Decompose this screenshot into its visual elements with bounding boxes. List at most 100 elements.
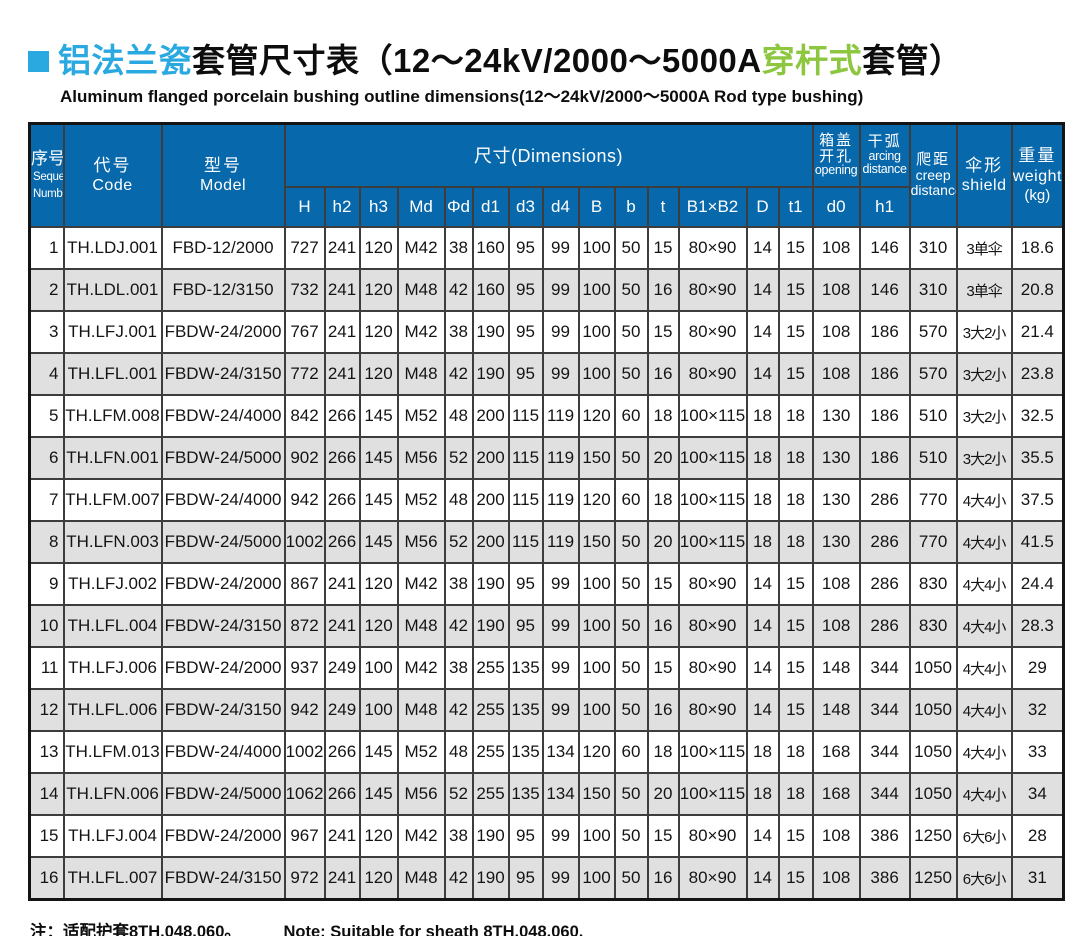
cell-t1: 18 bbox=[777, 772, 814, 817]
cell-d4: 99 bbox=[541, 310, 580, 355]
cell-d1: 190 bbox=[471, 604, 510, 649]
cell-D: 18 bbox=[745, 394, 780, 439]
title-cn-blue: 铝法兰瓷 bbox=[58, 42, 192, 79]
cell-d1: 200 bbox=[471, 520, 510, 565]
cell-h3: 145 bbox=[358, 436, 399, 481]
cell-B: 100 bbox=[577, 310, 616, 355]
cell-h1: 344 bbox=[858, 772, 911, 817]
col-header-weight-cn: 重量 bbox=[1018, 146, 1057, 166]
cell-B1xB2: 80×90 bbox=[677, 268, 748, 313]
cell-Md: M56 bbox=[396, 520, 446, 565]
cell-seq: 2 bbox=[28, 268, 65, 313]
cell-B1xB2: 80×90 bbox=[677, 310, 748, 355]
cell-t: 18 bbox=[646, 730, 680, 775]
cell-d3: 135 bbox=[507, 688, 544, 733]
cell-weight: 32.5 bbox=[1010, 394, 1065, 439]
cell-h2: 241 bbox=[323, 352, 361, 397]
cell-d0: 108 bbox=[811, 562, 861, 607]
cell-B: 150 bbox=[577, 520, 616, 565]
cell-B1xB2: 80×90 bbox=[677, 352, 748, 397]
cell-creep: 1050 bbox=[908, 730, 958, 775]
cell-t: 15 bbox=[646, 226, 680, 271]
col-header-d1: d1 bbox=[471, 186, 510, 229]
cell-Phid: 48 bbox=[443, 478, 474, 523]
col-header-creep-cn: 爬距 bbox=[916, 151, 951, 169]
cell-seq: 1 bbox=[28, 226, 65, 271]
cell-creep: 510 bbox=[908, 394, 958, 439]
cell-b: 60 bbox=[613, 478, 649, 523]
cell-B1xB2: 80×90 bbox=[677, 646, 748, 691]
cell-shield: 6大6小 bbox=[955, 814, 1013, 859]
cell-t: 16 bbox=[646, 352, 680, 397]
cell-weight: 33 bbox=[1010, 730, 1065, 775]
cell-creep: 570 bbox=[908, 352, 958, 397]
col-header-shield: 伞形 shield bbox=[955, 122, 1013, 229]
cell-B1xB2: 80×90 bbox=[677, 604, 748, 649]
col-header-code-en: Code bbox=[92, 177, 133, 195]
cell-model: FBDW-24/2000 bbox=[160, 562, 286, 607]
col-header-dimensions: 尺寸(Dimensions) bbox=[283, 122, 814, 189]
cell-d1: 200 bbox=[471, 394, 510, 439]
cell-Phid: 38 bbox=[443, 646, 474, 691]
cell-h2: 241 bbox=[323, 310, 361, 355]
cell-D: 14 bbox=[745, 310, 780, 355]
cell-d0: 108 bbox=[811, 310, 861, 355]
title-cn-black1: 套管尺寸表（12～24kV/2000～5000A bbox=[192, 42, 762, 79]
cell-d3: 115 bbox=[507, 394, 544, 439]
col-header-creep: 爬距 creep distance bbox=[908, 122, 958, 229]
cell-h1: 344 bbox=[858, 688, 911, 733]
col-header-weight-en: weight bbox=[1012, 167, 1062, 185]
cell-d0: 168 bbox=[811, 772, 861, 817]
cell-h2: 241 bbox=[323, 856, 361, 901]
title-bullet-icon bbox=[28, 50, 49, 72]
cell-d1: 255 bbox=[471, 688, 510, 733]
cell-t1: 15 bbox=[777, 562, 814, 607]
cell-d3: 95 bbox=[507, 226, 544, 271]
cell-h3: 145 bbox=[358, 520, 399, 565]
cell-d4: 99 bbox=[541, 352, 580, 397]
cell-model: FBDW-24/4000 bbox=[160, 478, 286, 523]
page-subtitle: Aluminum flanged porcelain bushing outli… bbox=[60, 86, 864, 106]
cell-d3: 95 bbox=[507, 814, 544, 859]
col-header-D: D bbox=[745, 186, 780, 229]
table-row: 5 TH.LFM.008 FBDW-24/4000 842 266 145 M52 48 200… bbox=[28, 394, 1065, 439]
cell-code: TH.LFN.001 bbox=[62, 436, 163, 481]
cell-h3: 120 bbox=[358, 310, 399, 355]
cell-shield: 4大4小 bbox=[955, 730, 1013, 775]
cell-code: TH.LFL.001 bbox=[62, 352, 163, 397]
cell-d1: 255 bbox=[471, 646, 510, 691]
cell-b: 50 bbox=[613, 604, 649, 649]
col-header-code-cn: 代号 bbox=[93, 156, 132, 176]
cell-t: 15 bbox=[646, 310, 680, 355]
col-header-weight-unit: (kg) bbox=[1024, 186, 1051, 204]
col-header-h2: h2 bbox=[323, 186, 361, 229]
cell-shield: 4大4小 bbox=[955, 688, 1013, 733]
cell-B1xB2: 80×90 bbox=[677, 688, 748, 733]
cell-Phid: 42 bbox=[443, 604, 474, 649]
cell-d1: 255 bbox=[471, 730, 510, 775]
title-cn-black2: 套管） bbox=[862, 42, 963, 79]
cell-t1: 18 bbox=[777, 436, 814, 481]
cell-Phid: 52 bbox=[443, 772, 474, 817]
cell-d0: 130 bbox=[811, 394, 861, 439]
cell-model: FBDW-24/2000 bbox=[160, 646, 286, 691]
cell-weight: 24.4 bbox=[1010, 562, 1065, 607]
cell-h2: 266 bbox=[323, 730, 361, 775]
cell-code: TH.LFL.004 bbox=[62, 604, 163, 649]
table-row: 11 TH.LFJ.006 FBDW-24/2000 937 249 100 M42 38 25… bbox=[28, 646, 1065, 691]
cell-creep: 1050 bbox=[908, 772, 958, 817]
cell-D: 14 bbox=[745, 646, 780, 691]
cell-h2: 241 bbox=[323, 268, 361, 313]
cell-D: 18 bbox=[745, 730, 780, 775]
cell-h1: 386 bbox=[858, 856, 911, 901]
cell-d1: 255 bbox=[471, 772, 510, 817]
cell-code: TH.LFJ.006 bbox=[62, 646, 163, 691]
cell-Md: M52 bbox=[396, 394, 446, 439]
cell-B: 100 bbox=[577, 856, 616, 901]
cell-seq: 7 bbox=[28, 478, 65, 523]
cell-model: FBDW-24/4000 bbox=[160, 730, 286, 775]
cell-h2: 266 bbox=[323, 394, 361, 439]
col-header-opening-cn2: 开孔 bbox=[819, 147, 854, 165]
col-header-Md: Md bbox=[396, 186, 446, 229]
cell-h1: 186 bbox=[858, 352, 911, 397]
